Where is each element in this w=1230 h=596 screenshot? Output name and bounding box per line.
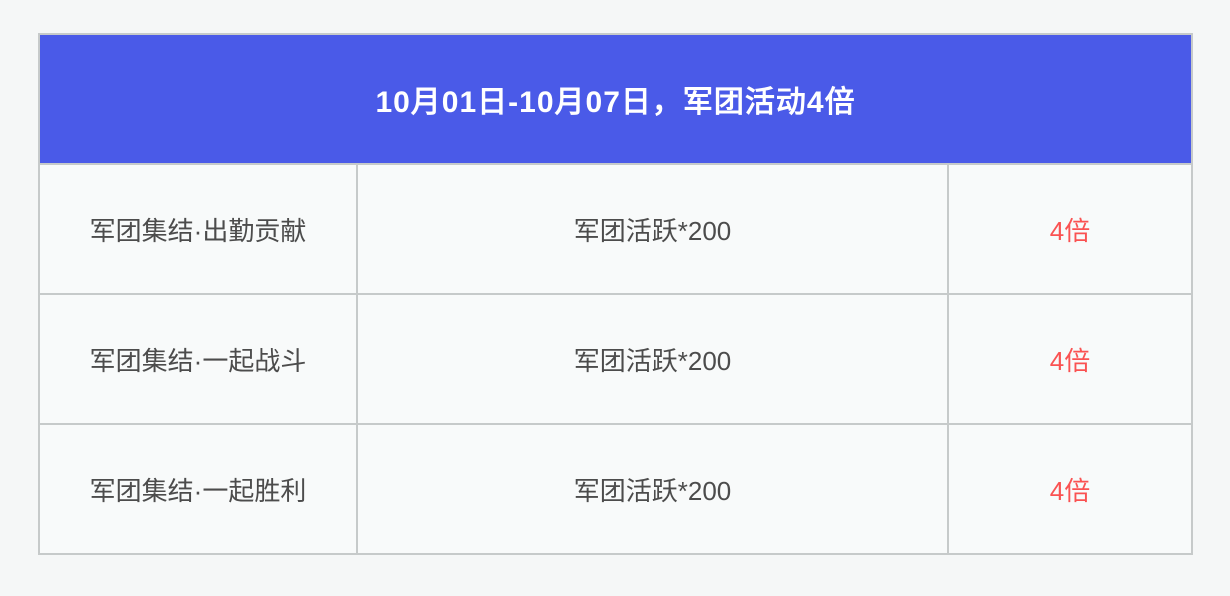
table-header-row: 10月01日-10月07日，军团活动4倍 (37, 33, 1194, 165)
table-row: 军团集结·出勤贡献 军团活跃*200 4倍 (38, 163, 1194, 295)
activity-name-cell: 军团集结·一起战斗 (38, 293, 358, 425)
multiplier-cell: 4倍 (946, 423, 1194, 555)
table-row: 军团集结·一起战斗 军团活跃*200 4倍 (38, 293, 1194, 425)
legion-activity-table: 10月01日-10月07日，军团活动4倍 军团集结·出勤贡献 军团活跃*200 … (37, 33, 1194, 555)
multiplier-cell: 4倍 (946, 163, 1194, 295)
activity-name-cell: 军团集结·出勤贡献 (38, 163, 358, 295)
multiplier-cell: 4倍 (946, 293, 1194, 425)
table-row: 军团集结·一起胜利 军团活跃*200 4倍 (38, 423, 1194, 555)
reward-cell: 军团活跃*200 (356, 423, 949, 555)
activity-table-container: 10月01日-10月07日，军团活动4倍 军团集结·出勤贡献 军团活跃*200 … (37, 33, 1194, 555)
activity-name-cell: 军团集结·一起胜利 (38, 423, 358, 555)
event-period-banner: 10月01日-10月07日，军团活动4倍 (37, 33, 1194, 165)
reward-cell: 军团活跃*200 (356, 163, 949, 295)
reward-cell: 军团活跃*200 (356, 293, 949, 425)
table-body: 军团集结·出勤贡献 军团活跃*200 4倍 军团集结·一起战斗 军团活跃*200… (38, 163, 1194, 555)
